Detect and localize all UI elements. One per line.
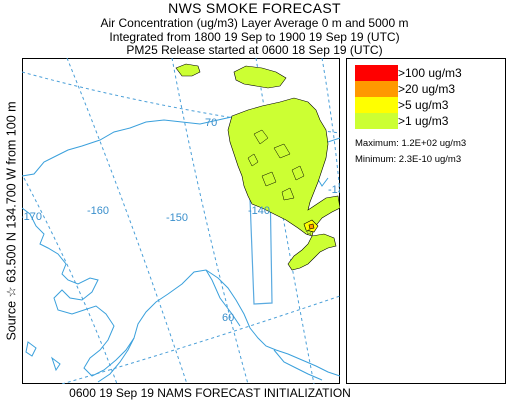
- legend-label-gt5: >5 ug/m3: [398, 98, 449, 112]
- legend-item-gt5: >5 ug/m3: [355, 97, 503, 113]
- source-location-text: Source ☆ 63.500 N 134.700 W from 100 m: [4, 101, 19, 341]
- legend-swatch-orange: [355, 81, 398, 97]
- lon-label-150: -150: [166, 212, 188, 224]
- lon-label-160: -160: [87, 205, 109, 217]
- legend-item-gt1: >1 ug/m3: [355, 113, 503, 129]
- release-start: PM25 Release started at 0600 18 Sep 19 (…: [126, 43, 383, 57]
- integration-period: Integrated from 1800 19 Sep to 1900 19 S…: [109, 30, 400, 44]
- smoke-region-northeast: [233, 65, 287, 89]
- legend-label-gt20: >20 ug/m3: [398, 82, 456, 96]
- lat-line-70: [22, 71, 340, 134]
- legend-maximum: Maximum: 1.2E+02 ug/m3: [355, 138, 467, 149]
- smoke-source-core: [308, 223, 315, 230]
- lon-line-140: [255, 58, 315, 384]
- lat-label-70: 70: [205, 117, 217, 129]
- concentration-legend: >100 ug/m3 >20 ug/m3 >5 ug/m3 >1 ug/m3 M…: [346, 58, 506, 384]
- source-location-label: Source ☆ 63.500 N 134.700 W from 100 m: [0, 58, 22, 384]
- lon-line-160: [66, 58, 188, 384]
- legend-swatch-yellow: [355, 97, 398, 113]
- lon-line-130: [321, 58, 340, 194]
- smoke-region-tail: [287, 233, 337, 271]
- lon-label-170: -170: [22, 211, 42, 223]
- lon-line-150: [171, 58, 249, 384]
- lat-label-60: 60: [222, 312, 234, 324]
- smoke-region-north: [175, 63, 201, 77]
- smoke-region-main: [227, 97, 340, 237]
- concentration-description: Air Concentration (ug/m3) Layer Average …: [100, 16, 409, 30]
- legend-label-gt1: >1 ug/m3: [398, 114, 449, 128]
- smoke-contour-patches: [247, 129, 305, 201]
- legend-swatch-lime: [355, 113, 398, 129]
- legend-label-gt100: >100 ug/m3: [398, 66, 462, 80]
- map-title: NWS SMOKE FORECAST: [168, 0, 341, 16]
- graticule: [22, 58, 340, 384]
- legend-minimum: Minimum: 2.3E-10 ug/m3: [355, 154, 462, 165]
- smoke-plume: [175, 63, 340, 271]
- source-marker-icon: ☆: [305, 227, 313, 237]
- lon-label-130: -130: [328, 184, 340, 196]
- smoke-forecast-map: ☆ 70 60 -170 -160 -150 -140 -130: [22, 58, 340, 384]
- legend-item-gt100: >100 ug/m3: [355, 65, 503, 81]
- lon-label-140: -140: [248, 205, 270, 217]
- legend-item-gt20: >20 ug/m3: [355, 81, 503, 97]
- legend-swatch-red: [355, 65, 398, 81]
- forecast-initialization: 0600 19 Sep 19 NAMS FORECAST INITIALIZAT…: [69, 386, 351, 400]
- lon-line-170: [23, 177, 118, 384]
